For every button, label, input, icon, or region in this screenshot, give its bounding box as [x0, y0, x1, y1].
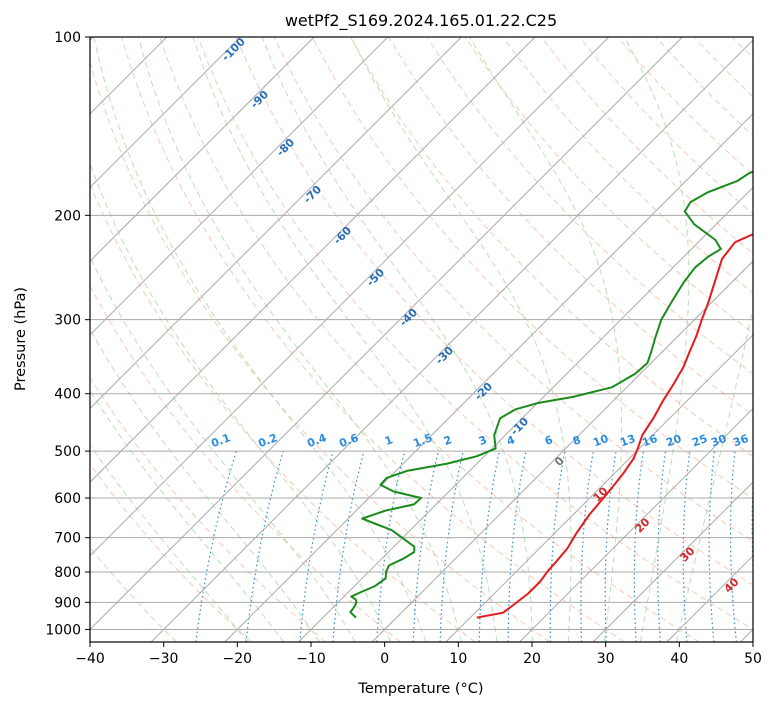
dry-adiabat-line: [235, 37, 753, 586]
mixing-ratio-label: 0.1: [209, 431, 232, 450]
isotherm-gridline: [150, 39, 753, 642]
isotherm-gridline: [90, 37, 389, 336]
y-tick-label: 400: [54, 387, 81, 403]
mixing-ratio-label: 0.4: [305, 431, 328, 450]
isotherm-gridline: [90, 37, 315, 262]
moist-adiabat-line: [676, 305, 753, 642]
x-tick-label: 0: [380, 651, 389, 667]
mixing-ratio-label: 2: [442, 433, 454, 448]
plot-frame: [89, 36, 754, 643]
moist-adiabat-line: [469, 37, 623, 642]
y-tick-label: 100: [54, 30, 81, 46]
mixing-ratio-label: 0.6: [337, 431, 360, 450]
x-tick-label: 10: [449, 651, 467, 667]
mixing-ratio-line: [633, 451, 645, 642]
x-tick-label: −30: [149, 651, 179, 667]
x-tick-label: −40: [75, 651, 105, 667]
isotherm-gridline: [90, 37, 462, 410]
isotherm-gridline: [371, 260, 753, 642]
mixing-ratio-label: 16: [640, 432, 659, 450]
mixing-ratio-label: 10: [591, 432, 610, 450]
mixing-ratio-line: [549, 450, 566, 642]
mixing-ratio-label: 13: [618, 432, 637, 449]
isotherm-gridline: [90, 37, 241, 189]
dewpoint-line: [349, 170, 753, 619]
mixing-ratio-line: [729, 451, 737, 642]
mixing-ratio-line: [478, 450, 500, 642]
y-tick-label: 200: [54, 208, 81, 224]
isotherm-gridline: [592, 481, 753, 642]
isotherm-gridline: [519, 407, 753, 642]
isotherm-gridline: [224, 113, 753, 642]
temperature-line: [476, 233, 753, 619]
dry-adiabat-line: [311, 37, 753, 500]
x-tick-label: −20: [223, 651, 253, 667]
x-axis-label: Temperature (°C): [357, 681, 483, 697]
dry-adiabat-line: [90, 376, 326, 642]
x-tick-label: 30: [597, 651, 615, 667]
mixing-ratio-line: [507, 450, 527, 642]
mixing-ratio-label: 4: [505, 433, 517, 448]
y-tick-label: 700: [54, 531, 81, 547]
y-tick-label: 300: [54, 313, 81, 329]
y-tick-label: 800: [54, 565, 81, 581]
moist-adiabat-line: [623, 37, 690, 642]
mixing-ratio-line: [580, 451, 594, 642]
mixing-ratio-line: [376, 450, 406, 642]
moist-adiabat-line: [90, 162, 392, 642]
y-tick-label: 900: [54, 595, 81, 611]
moist-adiabat-line: [261, 37, 533, 642]
moist-adiabat-line: [137, 37, 462, 642]
mixing-ratio-label: 36: [731, 432, 750, 450]
mixing-ratio-line: [332, 450, 365, 642]
x-tick-label: −10: [296, 651, 326, 667]
mixing-ratio-line: [439, 450, 464, 642]
chart-title: wetPf2_S169.2024.165.01.22.C25: [285, 11, 557, 31]
mixing-ratio-line: [657, 451, 667, 642]
dry-adiabat-line: [197, 37, 753, 631]
x-tick-label: 40: [670, 651, 688, 667]
mixing-ratio-label: 0.2: [256, 431, 279, 450]
dry-adiabat-line: [90, 60, 551, 642]
mixing-ratio-line: [708, 451, 716, 642]
dry-adiabat-line: [502, 37, 753, 294]
mixing-ratio-label: 30: [709, 432, 728, 450]
mixing-ratio-line: [604, 451, 617, 642]
isotherm-gridline: [445, 334, 753, 642]
mixing-ratio-label: 1.5: [411, 431, 434, 450]
mixing-ratio-line: [299, 450, 334, 642]
x-tick-label: 50: [744, 651, 762, 667]
mixing-ratio-label: 3: [477, 433, 489, 448]
moist-adiabat-line: [93, 37, 427, 642]
y-tick-label: 1000: [45, 622, 81, 638]
x-tick-label: 20: [523, 651, 541, 667]
isotherm-gridline: [90, 37, 683, 631]
dry-adiabat-line: [90, 463, 252, 642]
moist-adiabat-line: [90, 255, 356, 642]
isotherm-gridline: [298, 186, 753, 642]
mixing-ratio-label: 25: [690, 432, 709, 449]
dry-adiabat-line: [159, 37, 700, 642]
mixing-ratio-label: 20: [664, 432, 683, 450]
mixing-ratio-line: [195, 450, 237, 642]
moist-adiabat-line: [90, 389, 285, 642]
moist-adiabat-line: [90, 443, 249, 642]
dry-adiabat-line: [121, 37, 625, 642]
mixing-ratio-line: [682, 451, 691, 642]
mixing-ratio-label: 6: [543, 433, 555, 448]
y-tick-label: 500: [54, 444, 81, 460]
y-tick-label: 600: [54, 491, 81, 507]
mixing-ratio-line: [412, 450, 439, 642]
moist-adiabat-line: [90, 328, 321, 642]
dry-adiabat-line: [273, 37, 753, 543]
mixing-ratio-label: 1: [383, 433, 395, 448]
moist-adiabat-line: [350, 37, 572, 642]
mixing-ratio-label: 8: [571, 433, 583, 448]
y-axis-label: Pressure (hPa): [13, 287, 29, 391]
isotherm-gridline: [90, 37, 610, 557]
isotherm-gridline: [90, 37, 536, 483]
moist-adiabat-line: [192, 37, 498, 642]
